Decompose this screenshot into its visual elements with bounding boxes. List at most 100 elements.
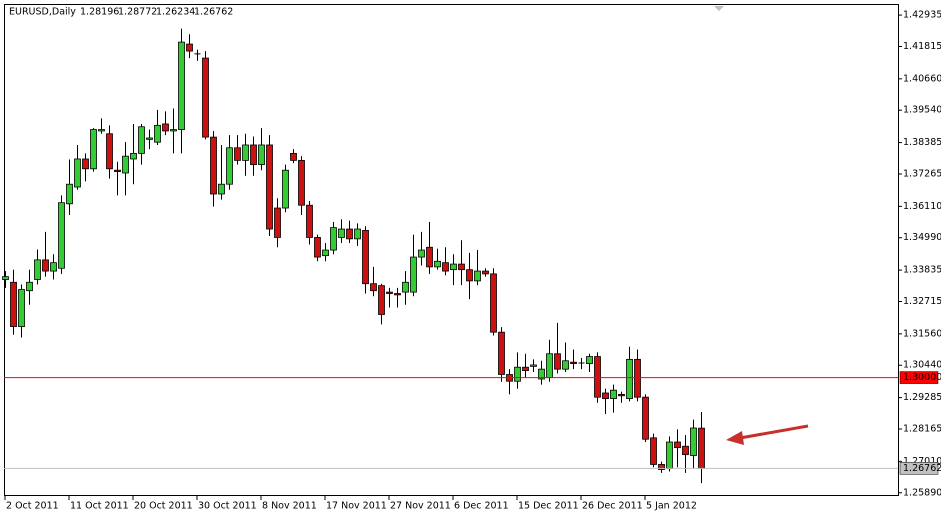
y-tick-label: 1.33835 <box>903 265 941 276</box>
candle-body <box>202 57 209 138</box>
candle-body <box>546 353 553 378</box>
candle-body <box>514 366 521 382</box>
y-tick-label: 1.37265 <box>903 168 941 179</box>
candle-body <box>146 137 153 140</box>
candle-body <box>74 158 81 188</box>
price-label: 1.30000 <box>903 372 941 383</box>
x-tick-label: 27 Nov 2011 <box>390 501 451 512</box>
plot-frame <box>4 4 899 496</box>
candle-body <box>106 133 113 170</box>
candle-body <box>362 230 369 285</box>
candle-body <box>338 228 345 238</box>
candle-body <box>386 291 393 294</box>
y-tick-label: 1.41815 <box>903 41 941 52</box>
candle-body <box>594 356 601 398</box>
y-tick-label: 1.38385 <box>903 137 941 148</box>
candle-body <box>26 281 33 292</box>
candle-body <box>58 202 65 269</box>
candle-body <box>442 262 449 272</box>
candle-body <box>418 249 425 258</box>
candle-body <box>554 353 561 370</box>
candle-body <box>90 129 97 170</box>
candle-body <box>282 169 289 209</box>
arrow-shaft <box>739 424 809 440</box>
candle-body <box>562 360 569 370</box>
candle-body <box>642 396 649 440</box>
candle-body <box>298 159 305 206</box>
candle-body <box>290 152 297 161</box>
candle-body <box>122 155 129 174</box>
candle-body <box>602 392 609 399</box>
x-tick-label: 5 Jan 2012 <box>646 501 697 512</box>
candle-body <box>210 136 217 195</box>
candle-body <box>658 464 665 470</box>
candle-body <box>682 445 689 456</box>
x-tick-label: 15 Dec 2011 <box>518 501 579 512</box>
candle-body <box>266 144 273 230</box>
candle-body <box>586 356 593 364</box>
candle-body <box>378 285 385 315</box>
candle-body <box>474 270 481 282</box>
candle-body <box>570 361 577 364</box>
candle-body <box>178 41 185 130</box>
candle-body <box>610 389 617 399</box>
candle-body <box>394 293 401 296</box>
last-low: 1.26234 <box>156 7 195 18</box>
arrow-head <box>726 431 744 445</box>
y-tick-label: 1.27010 <box>903 456 941 467</box>
candle-body <box>154 124 161 143</box>
candle-body <box>402 281 409 293</box>
candle-body <box>274 207 281 238</box>
candle-body <box>538 368 545 380</box>
y-tick-label: 1.32715 <box>903 296 941 307</box>
candle-body <box>314 237 321 258</box>
candle-body <box>226 147 233 185</box>
y-tick-label: 1.34990 <box>903 232 941 243</box>
candle-body <box>82 158 89 170</box>
y-tick-label: 1.28165 <box>903 424 941 435</box>
candle-body <box>2 276 9 280</box>
candle-body <box>690 427 697 456</box>
candle-body <box>34 259 41 280</box>
candle-body <box>114 169 121 172</box>
candle-body <box>250 144 257 165</box>
candle-body <box>18 289 25 327</box>
y-tick-label: 1.39540 <box>903 105 941 116</box>
candle-body <box>218 183 225 195</box>
candle-body <box>634 358 641 398</box>
candle-body <box>498 331 505 375</box>
y-tick-label: 1.42935 <box>903 10 941 21</box>
price-label-box <box>899 462 939 475</box>
x-tick-label: 6 Dec 2011 <box>454 501 509 512</box>
y-tick-label: 1.36110 <box>903 201 941 212</box>
last-high: 1.28772 <box>118 7 157 18</box>
x-tick-label: 20 Oct 2011 <box>134 501 193 512</box>
candle-body <box>98 129 105 132</box>
candle-body <box>370 283 377 292</box>
last-open: 1.28196 <box>80 7 119 18</box>
candle-body <box>130 152 137 160</box>
shift-marker <box>714 6 724 11</box>
candle-body <box>330 227 337 251</box>
candle-body <box>698 427 705 469</box>
candle-body <box>322 249 329 257</box>
y-tick-label: 1.31560 <box>903 328 941 339</box>
y-tick-label: 1.25890 <box>903 487 941 498</box>
x-tick-label: 17 Nov 2011 <box>326 501 387 512</box>
candle-body <box>434 260 441 268</box>
candle-body <box>674 441 681 449</box>
candle-body <box>10 281 17 327</box>
candle-body <box>530 364 537 367</box>
price-label-box <box>899 371 939 384</box>
candle-body <box>306 204 313 238</box>
candle-body <box>162 123 169 132</box>
y-tick-label: 1.30440 <box>903 360 941 371</box>
candle-body <box>626 358 633 399</box>
candle-body <box>618 393 625 397</box>
candle-body <box>450 263 457 271</box>
y-tick-label: 1.40660 <box>903 73 941 84</box>
candle-body <box>490 273 497 333</box>
